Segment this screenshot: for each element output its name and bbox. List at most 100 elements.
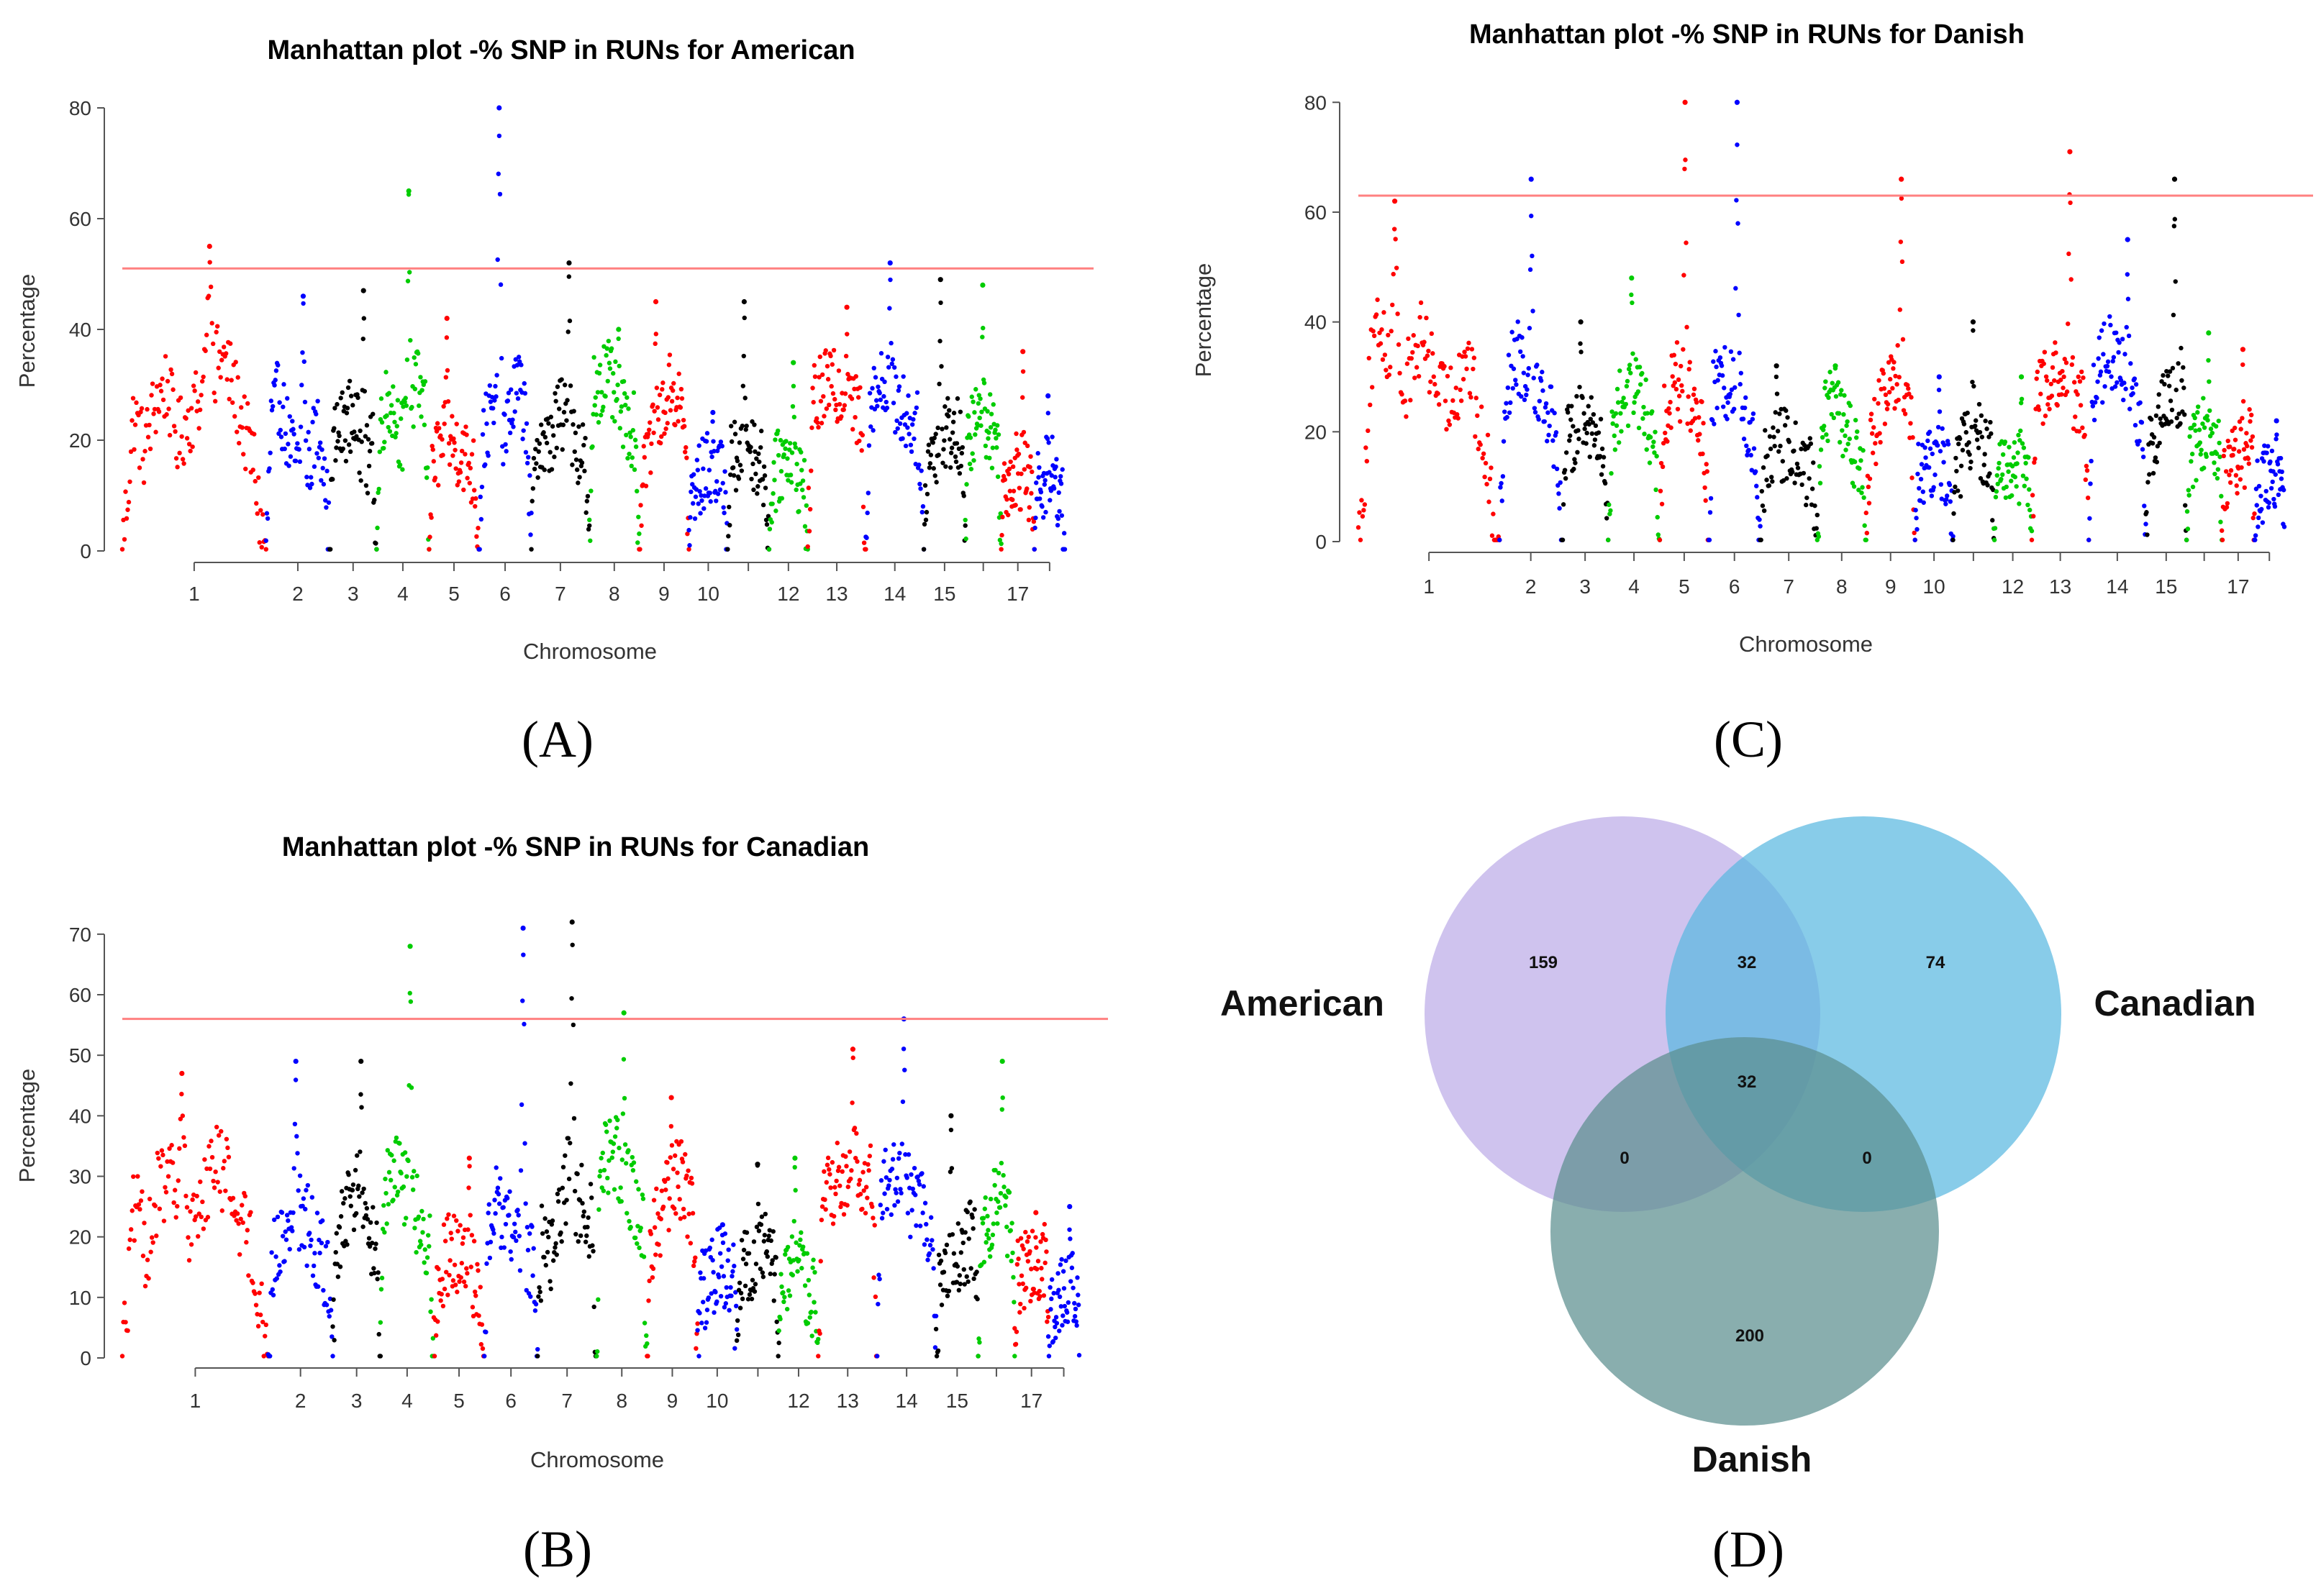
snp-point [2120, 337, 2125, 342]
snp-point [537, 1290, 542, 1295]
snp-point [650, 402, 655, 407]
snp-point [2132, 422, 2138, 428]
snp-point [946, 1288, 952, 1294]
snp-point [142, 449, 147, 454]
snp-point [1527, 267, 1533, 273]
snp-point [321, 1287, 326, 1293]
snp-point [307, 485, 313, 491]
snp-point [494, 373, 499, 378]
snp-point [970, 451, 975, 456]
snp-point [632, 437, 638, 442]
snp-point [541, 430, 546, 435]
snp-point [1850, 480, 1856, 485]
snp-point [1685, 421, 1690, 427]
snp-point [445, 1292, 450, 1298]
snp-point [936, 1252, 942, 1257]
snp-point [1979, 413, 1984, 419]
snp-peak-point [1899, 176, 1904, 182]
snp-point [651, 430, 656, 435]
snp-point [2128, 361, 2133, 366]
snp-point [591, 355, 596, 360]
snp-point [1530, 309, 1535, 314]
snp-peak-point [2206, 330, 2212, 336]
snp-point [1489, 533, 1495, 538]
snp-point [517, 1268, 523, 1273]
snp-point [1391, 271, 1396, 277]
snp-point [427, 1213, 432, 1218]
snp-point [1058, 481, 1064, 486]
snp-point [2073, 414, 2078, 419]
snp-point [460, 1241, 465, 1246]
snp-point [1681, 273, 1686, 278]
snp-point [926, 442, 932, 447]
snp-point [732, 1264, 737, 1269]
snp-point [914, 1223, 919, 1228]
snp-point [1035, 1267, 1040, 1272]
snp-point [2271, 496, 2276, 502]
snp-point [870, 1204, 875, 1209]
snp-point [860, 504, 866, 509]
snp-point [1717, 355, 1723, 360]
snp-point [589, 1195, 594, 1200]
snp-point [968, 435, 973, 440]
snp-peak-point [792, 1155, 798, 1161]
snp-point [1530, 253, 1535, 259]
snp-point [769, 519, 774, 525]
snp-point [212, 1185, 217, 1190]
x-tick-label: 9 [658, 583, 670, 605]
snp-point [2189, 459, 2194, 464]
snp-point [681, 424, 687, 429]
snp-point [917, 462, 922, 468]
snp-point [406, 1158, 411, 1164]
snp-point [782, 1295, 787, 1300]
snp-point [644, 1333, 649, 1339]
x-tick-label: 10 [706, 1390, 728, 1412]
snp-point [2115, 380, 2120, 386]
snp-point [538, 422, 544, 427]
snp-point [681, 417, 686, 423]
snp-point [1444, 427, 1449, 432]
snp-point [1814, 512, 1820, 518]
snp-point [304, 475, 309, 480]
snp-point [807, 506, 813, 512]
snp-point [1049, 1296, 1054, 1302]
snp-point [1930, 451, 1935, 457]
snp-point [790, 1272, 796, 1278]
chromosome-points-18 [1032, 393, 1068, 552]
snp-point [1758, 524, 1763, 529]
snp-point [973, 432, 978, 437]
snp-point [548, 450, 553, 455]
snp-point [1380, 357, 1386, 362]
y-tick-label: 60 [1304, 201, 1327, 224]
snp-point [1576, 428, 1581, 433]
snp-point [1853, 435, 1859, 440]
snp-point [1022, 467, 1027, 472]
snp-point [605, 1175, 610, 1181]
chromosome-points-12 [776, 1155, 821, 1346]
snp-point [460, 1235, 466, 1240]
snp-point [365, 437, 371, 442]
snp-point [513, 1229, 518, 1235]
snp-point [1801, 470, 1807, 476]
snp-point [1023, 1229, 1028, 1235]
snp-point [999, 1160, 1004, 1166]
snp-point [633, 444, 639, 450]
snp-point [983, 443, 989, 449]
snp-point [470, 1305, 476, 1310]
snp-point [1956, 442, 1961, 447]
snp-point [694, 457, 700, 462]
snp-point [294, 1134, 299, 1139]
snp-point [997, 537, 1003, 543]
snp-point [236, 1221, 241, 1226]
snp-point [748, 449, 753, 455]
snp-point [355, 1153, 360, 1158]
snp-point [2256, 524, 2261, 529]
snp-point [1514, 382, 1519, 387]
snp-point [273, 368, 279, 373]
snp-point [1591, 411, 1596, 417]
snp-point [589, 488, 594, 493]
snp-point [871, 428, 876, 433]
snp-point [1031, 519, 1037, 524]
snp-point [1734, 198, 1739, 203]
snp-point [2261, 459, 2266, 464]
